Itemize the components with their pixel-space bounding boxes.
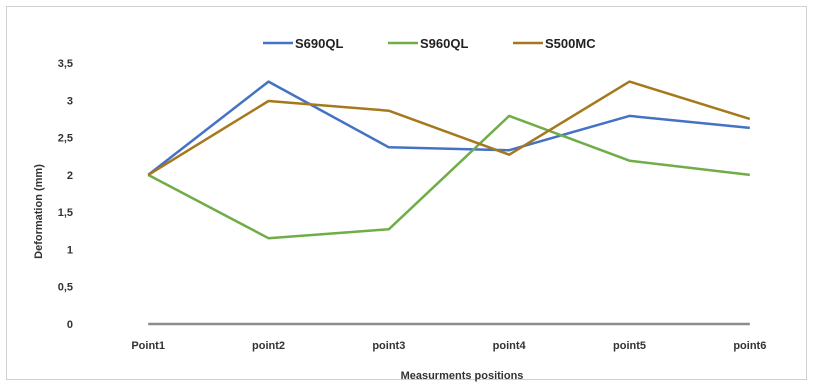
y-tick-label: 1,5 xyxy=(58,207,73,219)
y-tick-label: 3,5 xyxy=(58,58,73,70)
x-tick-label: Point1 xyxy=(131,340,165,352)
series-line-s500mc xyxy=(147,80,751,176)
y-axis-title: Deformation (mm) xyxy=(33,164,45,259)
y-tick-label: 0,5 xyxy=(58,282,73,294)
legend-label: S690QL xyxy=(295,36,343,51)
y-tick-label: 1 xyxy=(67,244,73,256)
x-tick-label: point4 xyxy=(493,340,527,352)
series-lines xyxy=(147,80,751,240)
y-tick-label: 2 xyxy=(67,170,73,182)
legend: S690QL S960QL S500MC xyxy=(263,36,596,51)
x-tick-label: point6 xyxy=(733,340,766,352)
y-tick-label: 0 xyxy=(67,319,73,331)
series-line-s960ql xyxy=(147,114,750,240)
x-tick-label: point2 xyxy=(252,340,285,352)
x-axis-title: Measurments positions xyxy=(401,370,524,382)
y-tick-label: 3 xyxy=(67,95,73,107)
y-tick-label: 2,5 xyxy=(58,133,73,145)
legend-label: S960QL xyxy=(420,36,468,51)
legend-label: S500MC xyxy=(545,36,596,51)
x-axis-ticks: Point1 point2 point3 point4 point5 point6 xyxy=(131,340,766,352)
y-axis-ticks: 0 0,5 1 1,5 2 2,5 3 3,5 xyxy=(58,58,73,331)
x-tick-label: point5 xyxy=(613,340,646,352)
series-line-s690ql xyxy=(147,80,750,176)
x-tick-label: point3 xyxy=(372,340,405,352)
chart-frame xyxy=(6,6,807,380)
